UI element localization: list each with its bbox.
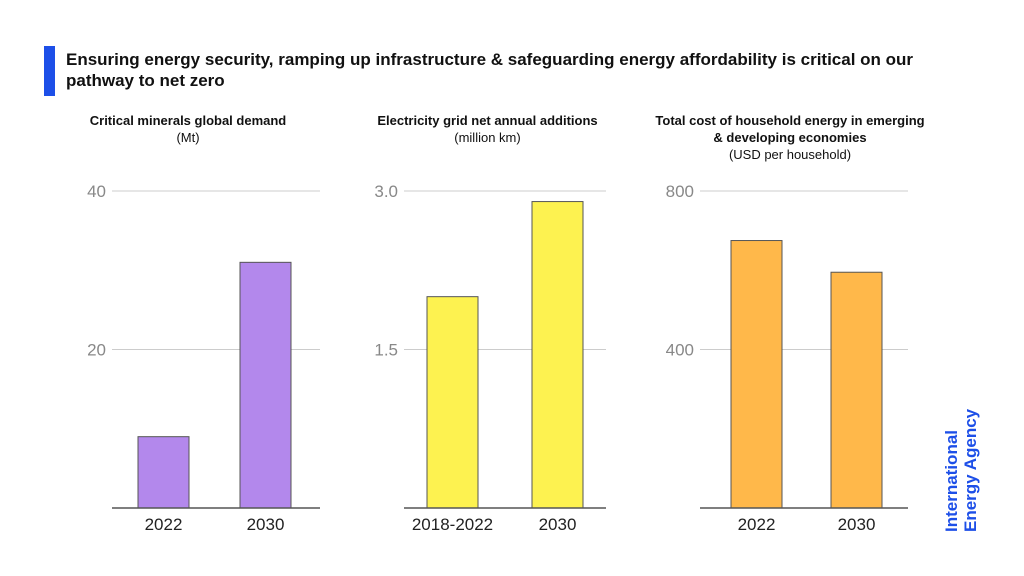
y-tick-label: 40: [87, 182, 106, 201]
panel-header-household-energy-cost: Total cost of household energy in emergi…: [652, 112, 928, 163]
x-category-label: 2030: [539, 515, 577, 534]
chart-header: Ensuring energy security, ramping up inf…: [44, 46, 944, 96]
panel-title: Critical minerals global demand: [89, 113, 287, 128]
brand-line-2: Energy Agency: [961, 408, 980, 532]
y-tick-label: 800: [666, 182, 694, 201]
panel-unit: (USD per household): [728, 147, 852, 162]
panel-header-grid-additions: Electricity grid net annual additions (m…: [375, 112, 600, 146]
bar: [830, 271, 883, 509]
panel-unit: (Mt): [176, 130, 200, 145]
y-tick-label: 1.5: [374, 341, 398, 360]
x-category-label: 2018-2022: [412, 515, 493, 534]
x-category-label: 2022: [738, 515, 776, 534]
iea-logo-text: International Energy Agency: [942, 409, 980, 532]
panel-title: Electricity grid net annual additions: [377, 113, 598, 128]
x-category-label: 2030: [838, 515, 876, 534]
y-tick-label: 400: [666, 341, 694, 360]
panel-unit: (million km): [454, 130, 521, 145]
x-category-label: 2030: [247, 515, 285, 534]
bar: [137, 436, 190, 509]
bar: [730, 240, 783, 509]
y-tick-label: 3.0: [374, 182, 398, 201]
y-tick-label: 20: [87, 341, 106, 360]
panel-title: Total cost of household energy in emergi…: [655, 113, 925, 145]
brand-line-1: International: [942, 429, 961, 532]
bar: [426, 296, 479, 509]
bar: [239, 261, 292, 509]
chart-title: Ensuring energy security, ramping up inf…: [66, 50, 914, 90]
x-category-label: 2022: [145, 515, 183, 534]
bar: [531, 201, 584, 509]
title-accent-bar: [44, 46, 55, 96]
panel-header-critical-minerals: Critical minerals global demand (Mt): [78, 112, 298, 146]
